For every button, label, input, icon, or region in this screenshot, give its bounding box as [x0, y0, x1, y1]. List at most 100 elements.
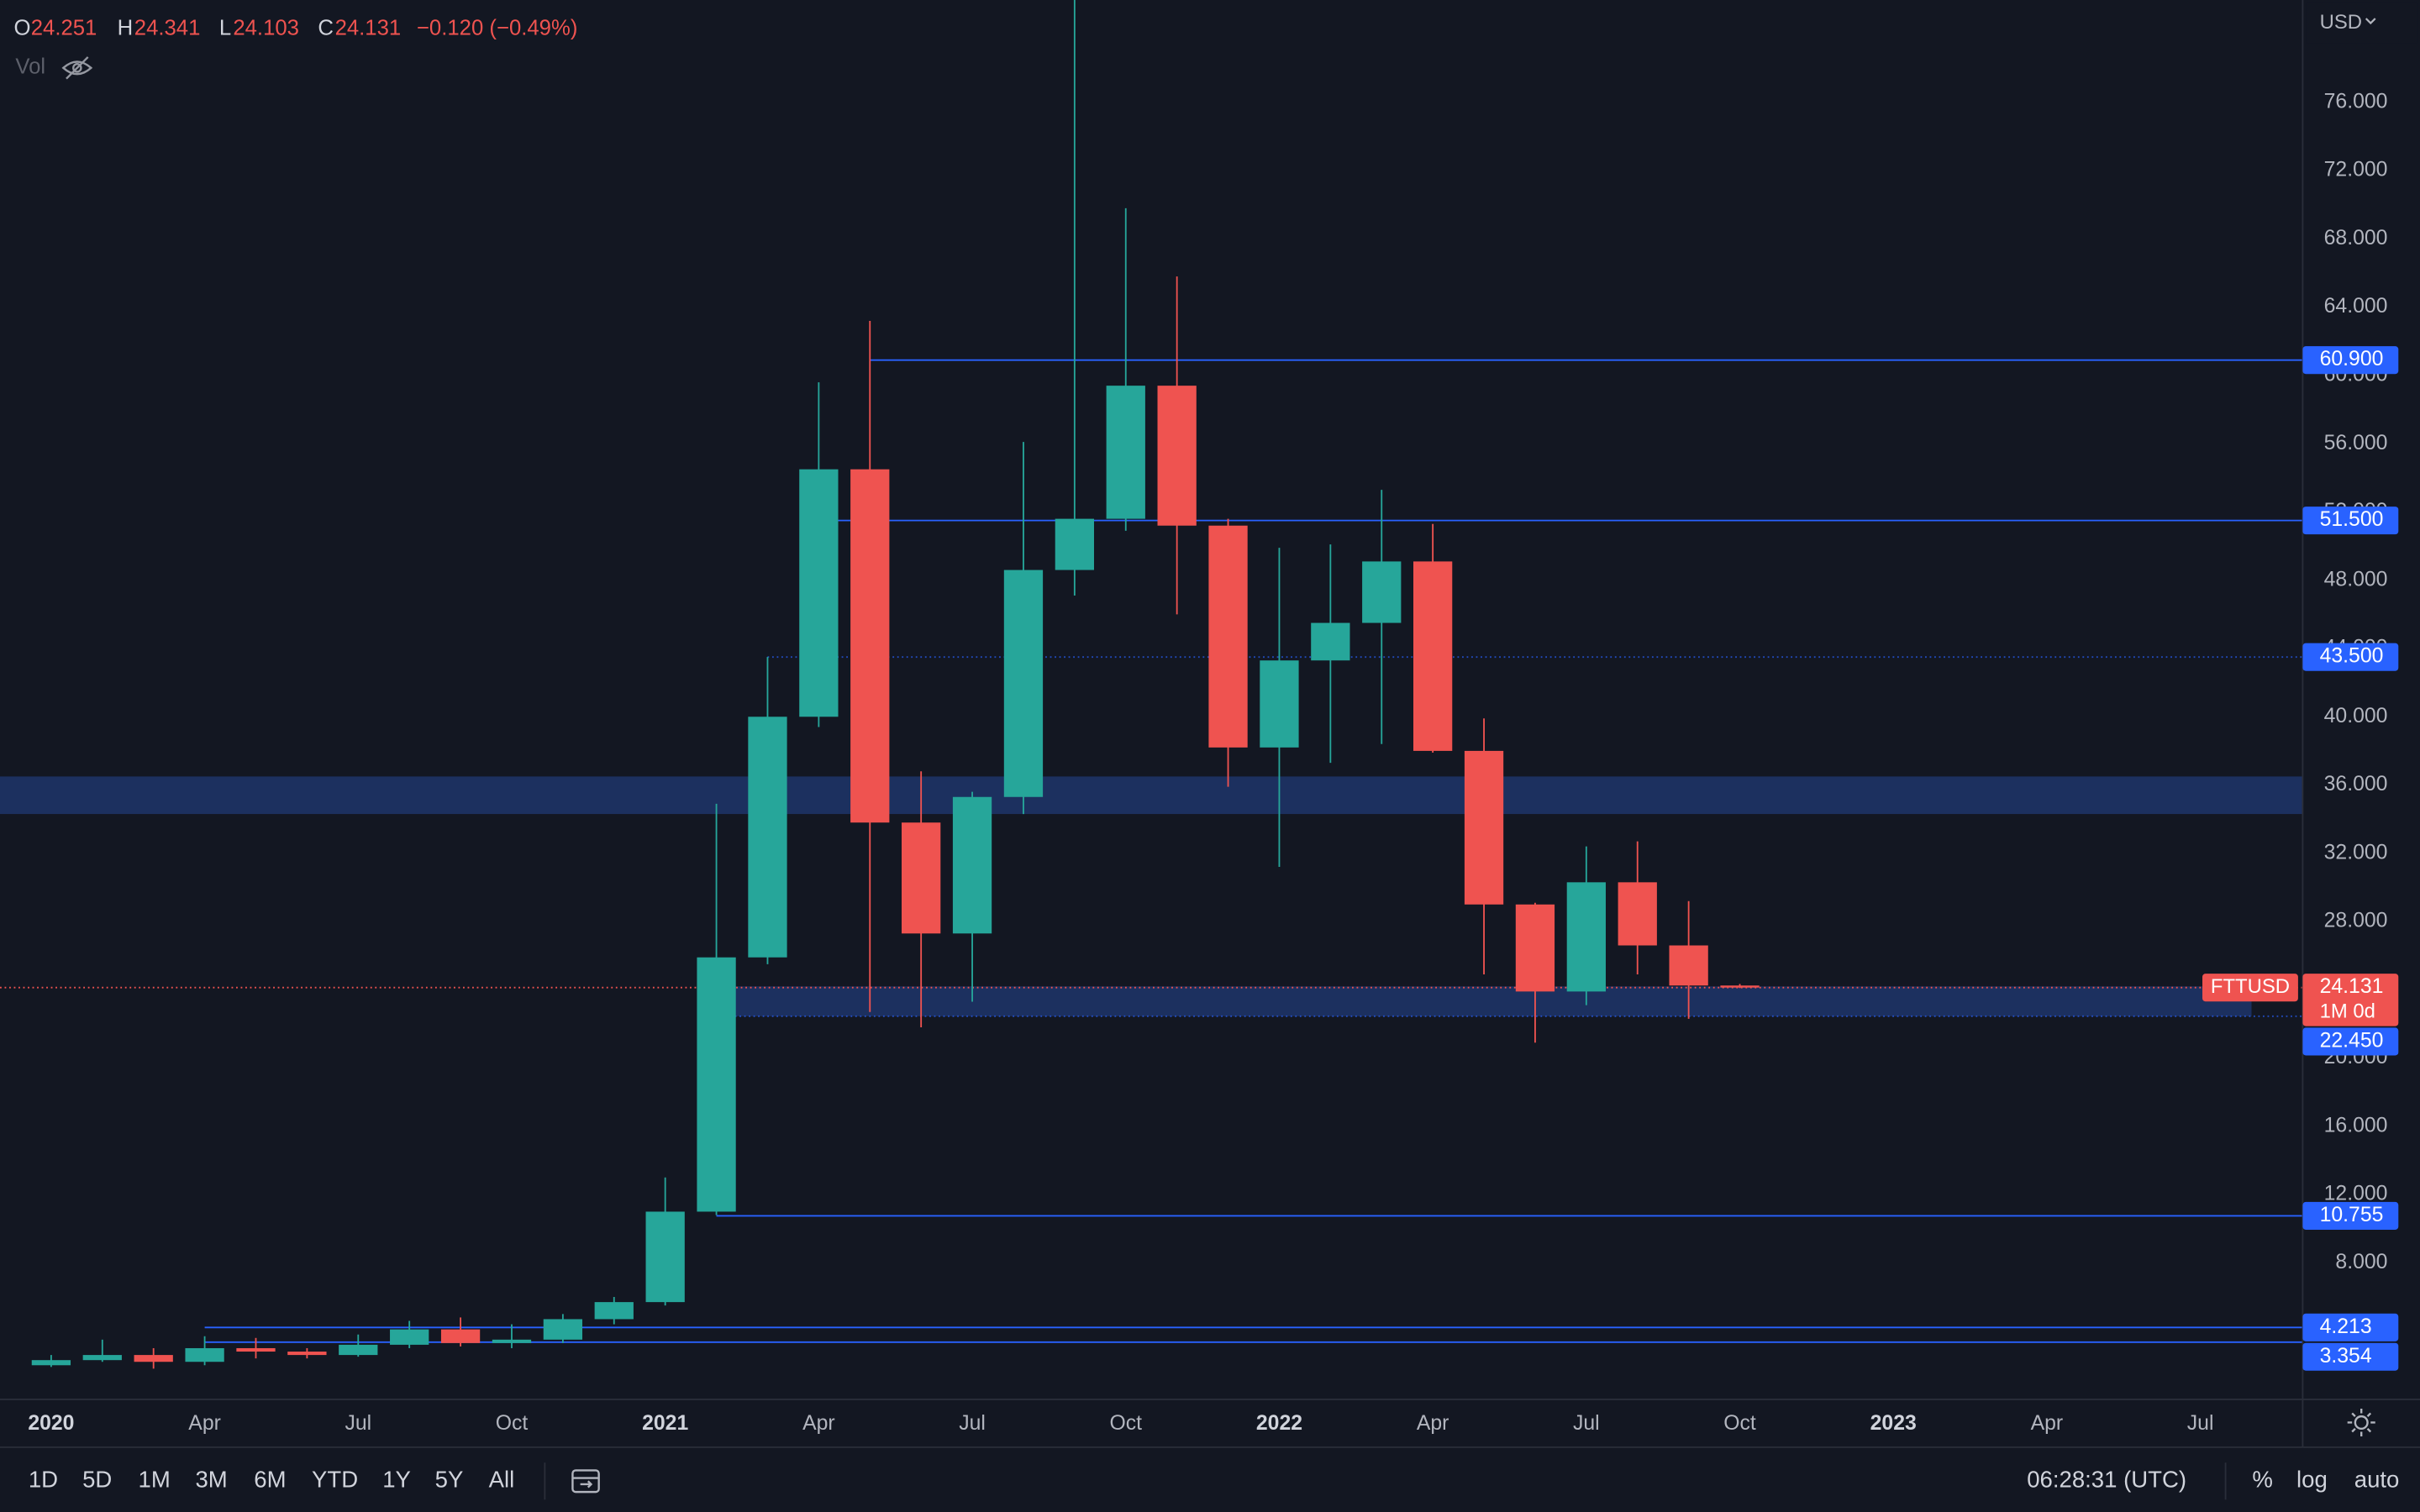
- open-key: O: [14, 17, 31, 40]
- symbol-label: FTTUSD: [2211, 975, 2290, 998]
- y-tick-label: 28.000: [2324, 910, 2388, 932]
- y-tick-label: 12.000: [2324, 1183, 2388, 1205]
- candle-body: [543, 1319, 583, 1340]
- candle-body: [1311, 622, 1350, 661]
- change: −0.120 (−0.49%): [417, 17, 577, 40]
- candle-body: [1413, 561, 1453, 751]
- candle-body: [1055, 518, 1094, 570]
- y-tick-label: 16.000: [2324, 1114, 2388, 1137]
- range-button[interactable]: YTD: [312, 1467, 358, 1493]
- x-tick-label: Jul: [345, 1412, 371, 1435]
- close-key: C: [318, 17, 334, 40]
- currency[interactable]: USD: [2320, 11, 2362, 34]
- x-tick-label: Apr: [2031, 1412, 2064, 1435]
- candle-body: [1515, 904, 1555, 992]
- high-key: H: [118, 17, 134, 40]
- candle-body: [1106, 386, 1145, 519]
- support-zone: [0, 776, 2303, 815]
- range-button[interactable]: 1D: [29, 1467, 58, 1493]
- range-button[interactable]: 5Y: [435, 1467, 464, 1493]
- plot-area: [0, 0, 2303, 1369]
- close-value: 24.131: [335, 17, 402, 40]
- candle-body: [1720, 985, 1760, 988]
- level-badge: [2302, 1313, 2399, 1341]
- candle-body: [1464, 750, 1504, 905]
- x-tick-label: Jul: [1573, 1412, 1600, 1435]
- candle-body: [1362, 561, 1402, 623]
- range-button[interactable]: 5D: [82, 1467, 112, 1493]
- last-price-badge: [2302, 974, 2399, 1026]
- candle-body: [748, 717, 787, 958]
- symbol-badge: [2202, 974, 2298, 1002]
- toolbar: 06:28:31 (UTC) % log auto: [2027, 1467, 2399, 1493]
- level-badge: [2302, 346, 2399, 375]
- low-value: 24.103: [233, 17, 299, 40]
- x-tick-label: Oct: [1109, 1412, 1142, 1435]
- candle-body: [1566, 882, 1606, 992]
- x-tick-label: Oct: [496, 1412, 529, 1435]
- candle-body: [594, 1302, 634, 1320]
- x-tick-label: 2023: [1870, 1412, 1917, 1435]
- candle-body: [31, 1360, 71, 1366]
- y-tick-label: 64.000: [2324, 295, 2388, 318]
- high-value: 24.341: [134, 17, 201, 40]
- x-tick-label: 2022: [1256, 1412, 1302, 1435]
- date-range-icon[interactable]: [571, 1469, 600, 1494]
- candle-body: [902, 822, 941, 934]
- candle-body: [799, 469, 839, 717]
- y-tick-label: 32.000: [2324, 841, 2388, 864]
- hide-volume-icon[interactable]: [61, 56, 93, 80]
- range-button[interactable]: 3M: [195, 1467, 227, 1493]
- clock: 06:28:31 (UTC): [2027, 1467, 2186, 1493]
- level-badge: [2302, 507, 2399, 535]
- level-label: 3.354: [2320, 1345, 2372, 1368]
- range-button[interactable]: 1M: [139, 1467, 171, 1493]
- auto-toggle[interactable]: auto: [2354, 1467, 2400, 1493]
- candle-body: [1260, 660, 1299, 748]
- candle-body: [1157, 386, 1197, 526]
- y-tick-label: 8.000: [2335, 1251, 2387, 1273]
- y-tick-label: 76.000: [2324, 90, 2388, 113]
- range-button[interactable]: 6M: [254, 1467, 286, 1493]
- y-tick-label: 68.000: [2324, 227, 2388, 249]
- x-tick-label: Apr: [802, 1412, 835, 1435]
- currency-caret: [2365, 18, 2376, 25]
- level-badge: [2302, 1027, 2399, 1056]
- level-label: 22.450: [2320, 1030, 2384, 1053]
- ohlc-legend: O 24.251 H 24.341 L 24.103 C 24.131 −0.1…: [14, 17, 578, 79]
- x-tick-label: Jul: [959, 1412, 986, 1435]
- candle-body: [850, 469, 890, 823]
- candle-body: [697, 957, 736, 1212]
- settings-icon[interactable]: [2347, 1408, 2375, 1436]
- candle-body: [185, 1347, 224, 1362]
- volume-label[interactable]: Vol: [15, 55, 45, 79]
- candle-body: [1669, 945, 1708, 986]
- level-label: 43.500: [2320, 645, 2384, 668]
- countdown: 1M 0d: [2320, 1000, 2375, 1022]
- x-tick-label: Apr: [1417, 1412, 1449, 1435]
- level-label: 60.900: [2320, 348, 2384, 370]
- candle-body: [236, 1347, 276, 1352]
- open-value: 24.251: [31, 17, 97, 40]
- log-toggle[interactable]: log: [2296, 1467, 2328, 1493]
- last-price-label: 24.131: [2320, 975, 2384, 998]
- currency-bg: [2306, 3, 2417, 44]
- candle-body: [390, 1329, 429, 1345]
- candle-body: [1618, 882, 1657, 946]
- range-button[interactable]: 1Y: [382, 1467, 411, 1493]
- level-label: 4.213: [2320, 1315, 2372, 1338]
- range-button[interactable]: All: [489, 1467, 515, 1493]
- candle-body: [492, 1339, 532, 1343]
- candle-body: [1208, 525, 1248, 748]
- percent-toggle[interactable]: %: [2252, 1467, 2273, 1493]
- candle-body: [287, 1352, 327, 1356]
- level-badge: [2302, 643, 2399, 671]
- y-tick-label: 72.000: [2324, 159, 2388, 181]
- low-key: L: [219, 17, 231, 40]
- y-tick-label: 56.000: [2324, 432, 2388, 454]
- y-tick-label: 48.000: [2324, 568, 2388, 591]
- support-zone: [716, 986, 2252, 1016]
- x-tick-label: 2021: [642, 1412, 688, 1435]
